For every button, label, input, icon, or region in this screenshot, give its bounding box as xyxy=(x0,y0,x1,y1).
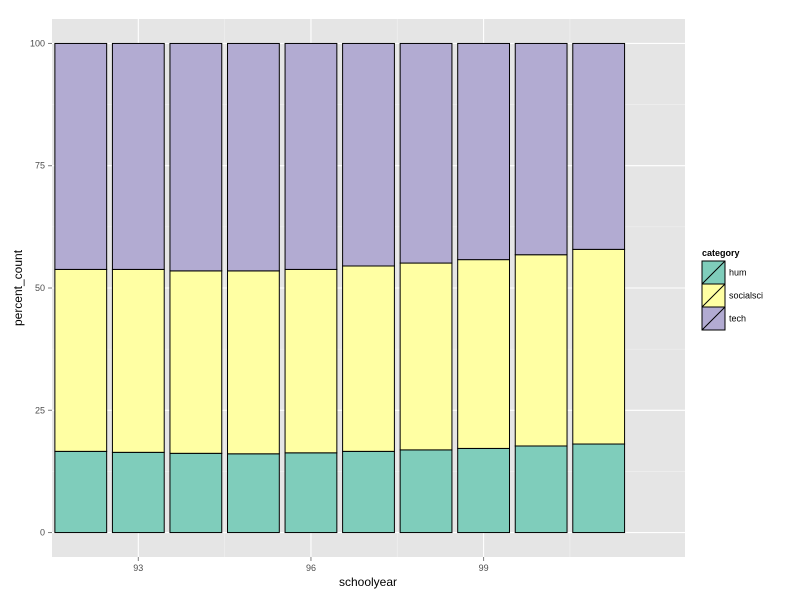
bar-segment-hum xyxy=(284,452,338,534)
bar-segment-socialsci xyxy=(514,254,568,447)
y-tick-label: 50 xyxy=(35,283,45,293)
bar-segment-tech xyxy=(169,42,223,272)
legend-key-slash xyxy=(701,283,726,308)
bar-segment-socialsci xyxy=(342,265,395,452)
legend-title: category xyxy=(702,248,740,258)
bar-segment-tech xyxy=(227,42,280,272)
y-tick-label: 0 xyxy=(40,528,45,538)
bar-segment-hum xyxy=(54,450,108,534)
bar-segment-hum xyxy=(457,447,510,534)
y-tick-label: 100 xyxy=(30,38,45,48)
bar-segment-socialsci xyxy=(54,268,108,452)
bar-segment-tech xyxy=(457,42,510,261)
bar-segment-hum xyxy=(227,453,280,534)
bar-segment-tech xyxy=(399,42,453,264)
bar-segment-hum xyxy=(342,450,395,534)
bar-segment-socialsci xyxy=(457,259,510,449)
y-axis-title: percent_count xyxy=(11,249,25,326)
bar-segment-tech xyxy=(284,42,338,270)
x-tick-label: 99 xyxy=(479,563,489,573)
legend-key-slash xyxy=(701,306,726,331)
y-tick-label: 25 xyxy=(35,405,45,415)
y-axis: 0 25 50 75 100 xyxy=(30,38,52,538)
legend: category hum socialsci tech xyxy=(701,248,763,331)
bar-segment-socialsci xyxy=(572,248,626,445)
bar-segment-socialsci xyxy=(111,268,165,453)
legend-label-hum: hum xyxy=(729,268,747,278)
legend-label-socialsci: socialsci xyxy=(729,291,763,301)
x-tick-label: 93 xyxy=(133,563,143,573)
bar-segment-tech xyxy=(342,42,395,267)
bar-segment-socialsci xyxy=(399,262,453,451)
bar-segment-hum xyxy=(169,452,223,534)
bar-segment-hum xyxy=(111,451,165,534)
bar-segment-tech xyxy=(54,42,108,270)
y-tick-label: 75 xyxy=(35,161,45,171)
x-axis: 93 96 99 xyxy=(133,557,489,573)
bar-segment-socialsci xyxy=(169,270,223,454)
x-axis-title: schoolyear xyxy=(339,575,397,589)
bar-segment-tech xyxy=(111,42,165,270)
bar-segment-hum xyxy=(514,445,568,534)
bars-layer xyxy=(54,42,626,534)
bar-segment-hum xyxy=(572,443,626,534)
legend-key-slash xyxy=(701,260,726,285)
bar-segment-hum xyxy=(399,449,453,534)
bar-segment-tech xyxy=(514,42,568,256)
x-tick-label: 96 xyxy=(306,563,316,573)
legend-label-tech: tech xyxy=(729,314,746,324)
bar-segment-tech xyxy=(572,42,626,250)
bar-segment-socialsci xyxy=(227,270,280,455)
bar-segment-socialsci xyxy=(284,268,338,454)
